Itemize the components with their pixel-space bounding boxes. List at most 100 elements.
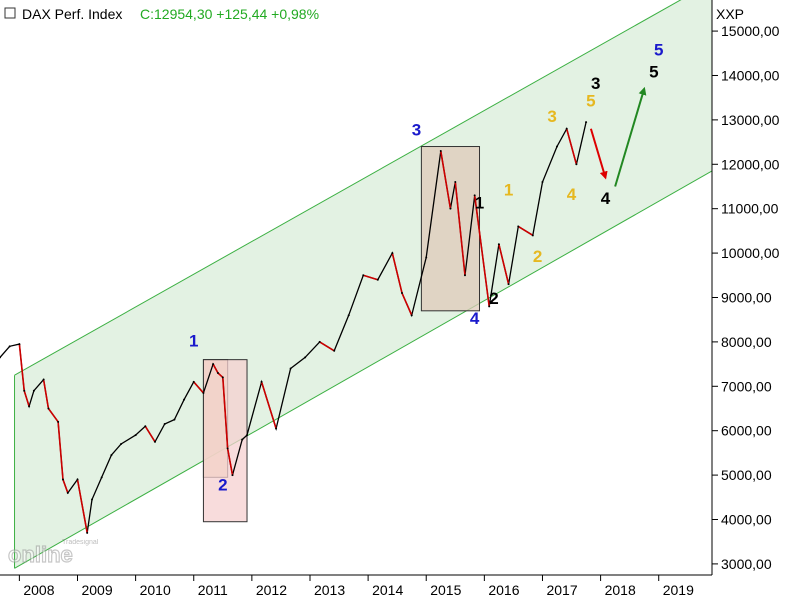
forecast-arrow — [614, 86, 647, 187]
price-point — [507, 283, 510, 286]
price-down-segment — [391, 252, 403, 294]
y-tick-label: 15000,00 — [721, 23, 780, 39]
y-tick-label: 14000,00 — [721, 67, 780, 83]
price-point — [91, 498, 94, 501]
wave-label: 1 — [189, 331, 198, 350]
price-point — [318, 340, 321, 343]
y-tick-label: 6000,00 — [721, 423, 772, 439]
x-tick-label: 2017 — [546, 582, 577, 598]
price-down-segment — [222, 377, 229, 449]
price-point — [8, 345, 11, 348]
price-down-segment — [454, 181, 466, 276]
x-tick-label: 2009 — [81, 582, 112, 598]
x-tick-label: 2010 — [140, 582, 171, 598]
price-point — [192, 380, 195, 383]
price-point — [183, 398, 186, 401]
price-down-segment — [217, 372, 224, 379]
wave-label: 2 — [533, 247, 542, 266]
wave-labels: 1 2 3 4 5 1 2 3 4 5 1 2 3 4 5 — [189, 41, 663, 495]
y-tick-label: 12000,00 — [721, 156, 780, 172]
price-point — [425, 256, 428, 259]
price-point — [110, 454, 113, 457]
price-point — [556, 145, 559, 148]
price-point — [163, 423, 166, 426]
price-point — [541, 181, 544, 184]
wave-label: 4 — [601, 189, 611, 208]
price-point — [565, 127, 568, 130]
watermark-text: online — [8, 542, 73, 567]
wave-label: 4 — [470, 309, 480, 328]
price-down-segment — [260, 381, 277, 429]
forecast-arrow — [589, 128, 608, 180]
price-down-segment — [76, 479, 88, 533]
price-point — [86, 531, 89, 534]
price-point — [0, 356, 1, 359]
price-point — [120, 443, 123, 446]
y-tick-label: 10000,00 — [721, 245, 780, 261]
instrument-name: DAX Perf. Index — [22, 6, 122, 22]
price-point — [347, 314, 350, 317]
header-box-icon[interactable] — [4, 7, 16, 19]
price-point — [57, 420, 60, 423]
price-point — [289, 367, 292, 370]
price-point — [449, 207, 452, 210]
wave-label: 2 — [218, 476, 227, 495]
price-point — [231, 474, 234, 477]
x-tick-label: 2013 — [314, 582, 345, 598]
price-point — [144, 425, 147, 428]
price-point — [531, 234, 534, 237]
price-point — [304, 356, 307, 359]
price-point — [362, 274, 365, 277]
price-point — [23, 389, 26, 392]
price-point — [463, 274, 466, 277]
price-down-segment — [42, 379, 50, 409]
wave-label: 1 — [504, 180, 513, 199]
price-down-segment — [401, 292, 413, 316]
correction-box — [202, 359, 248, 523]
wave-label: 3 — [547, 107, 556, 126]
price-point — [333, 349, 336, 352]
x-tick-label: 2016 — [488, 582, 519, 598]
wave-label: 5 — [586, 92, 595, 111]
wave-label: 5 — [654, 41, 663, 60]
price-point — [439, 149, 442, 152]
y-tick-label: 5000,00 — [721, 467, 772, 483]
y-axis: 3000,00 4000,00 5000,00 6000,00 7000,00 8000,… — [712, 23, 780, 572]
price-point — [32, 389, 35, 392]
price-point — [226, 447, 229, 450]
watermark-logo: Tradesignal online — [7, 539, 98, 568]
price-down-segment — [18, 344, 26, 391]
wave-label: 4 — [567, 185, 577, 204]
price-point — [391, 252, 394, 255]
price-down-segment — [498, 244, 510, 285]
price-series — [0, 121, 588, 534]
price-point — [173, 418, 176, 421]
price-point — [216, 371, 219, 374]
price-down-segment — [193, 381, 205, 394]
price-down-segment — [47, 408, 59, 423]
price-point — [454, 181, 457, 184]
price-down-segment — [363, 274, 379, 281]
price-point — [497, 243, 500, 246]
price-point — [47, 407, 50, 410]
price-point — [517, 225, 520, 228]
correction-box — [420, 146, 481, 312]
y-tick-label: 4000,00 — [721, 511, 772, 527]
price-down-segment — [319, 341, 335, 352]
x-axis: 2008 2009 2010 2011 2012 2013 2014 2015 2016 2017… — [18, 575, 694, 598]
y-tick-label: 7000,00 — [721, 378, 772, 394]
price-point — [410, 314, 413, 317]
x-tick-label: 2014 — [372, 582, 403, 598]
price-point — [585, 121, 588, 124]
price-point — [376, 278, 379, 281]
price-point — [28, 405, 31, 408]
trend-channel — [14, 0, 713, 569]
y-tick-label: 13000,00 — [721, 112, 780, 128]
price-point — [260, 380, 263, 383]
price-point — [18, 343, 21, 346]
price-point — [134, 434, 137, 437]
price-point — [61, 478, 64, 481]
price-point — [153, 440, 156, 443]
price-point — [488, 305, 491, 308]
